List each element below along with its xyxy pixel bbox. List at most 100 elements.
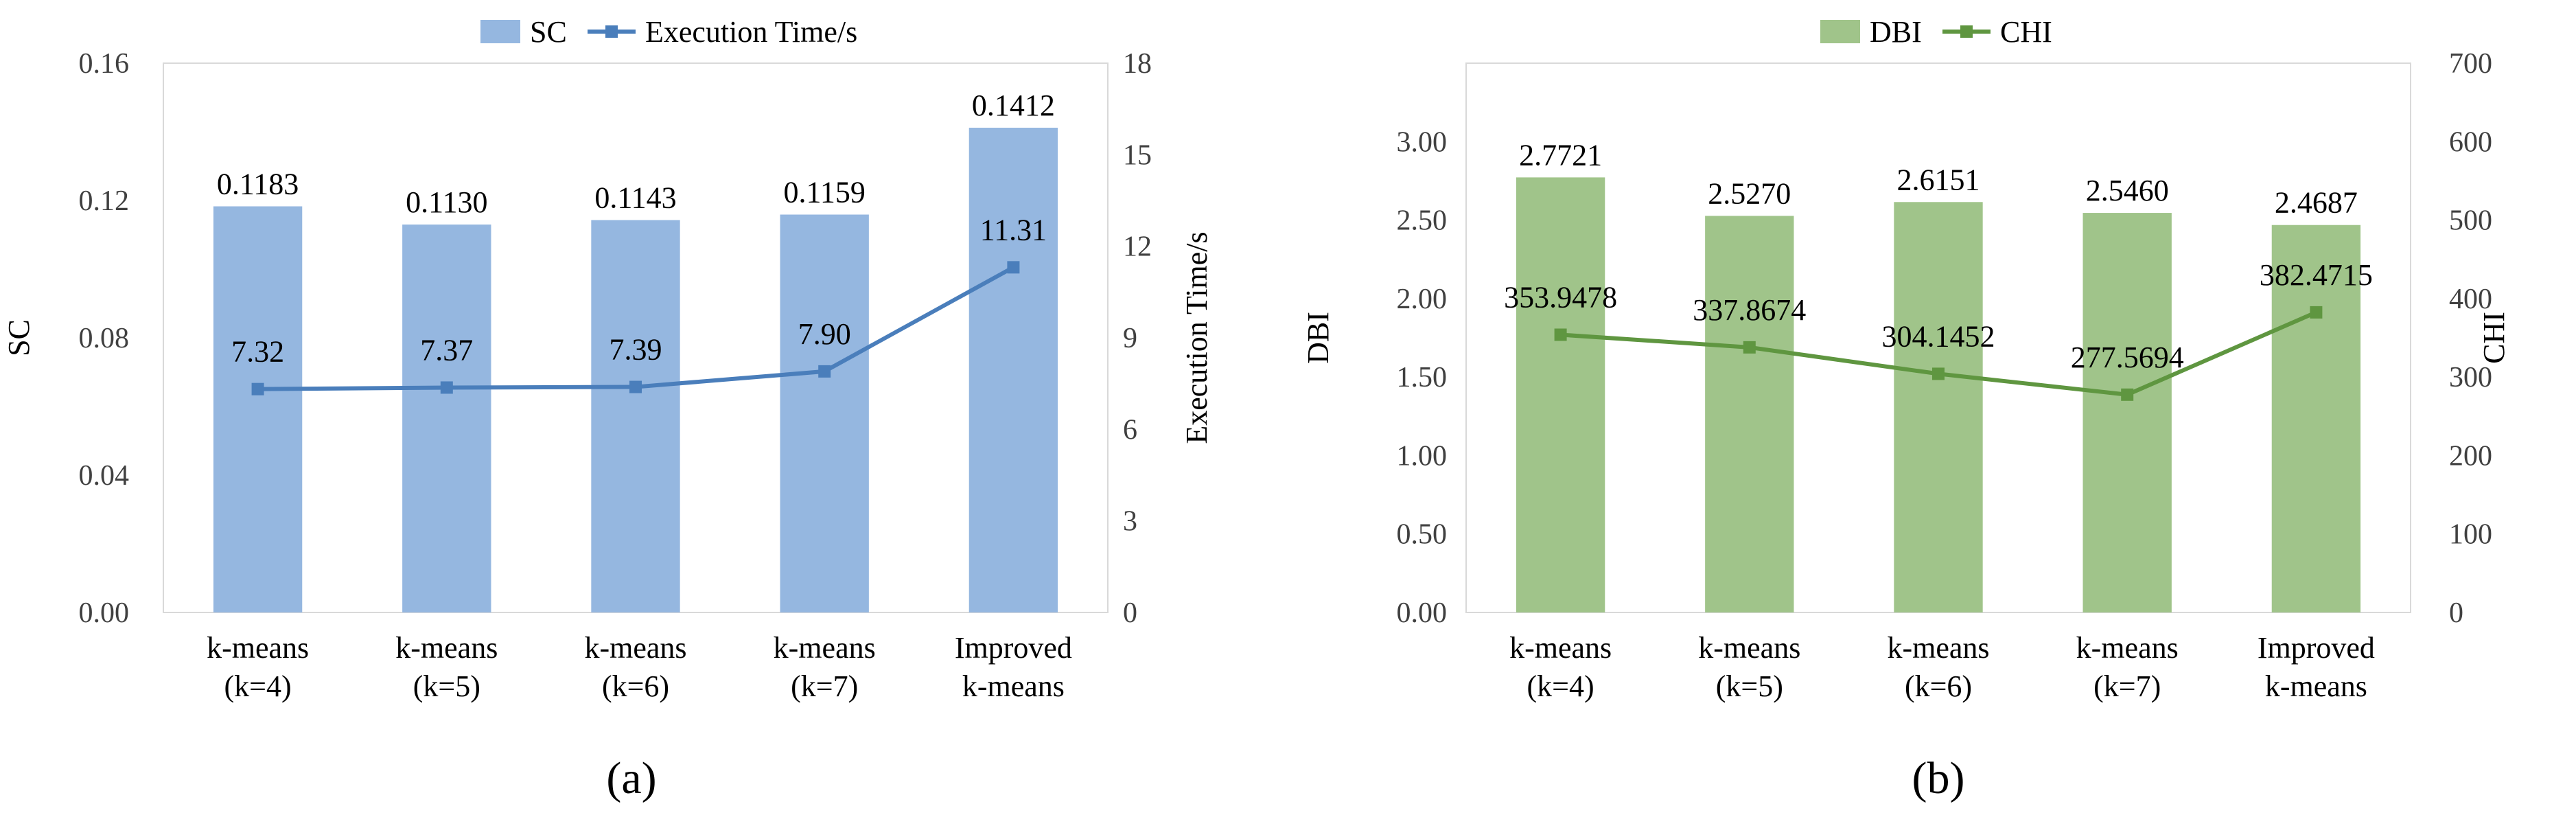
y2-tick-label: 200	[2449, 440, 2492, 472]
legend-bar-label: SC	[530, 15, 567, 49]
bar-sc	[780, 214, 869, 612]
y2-tick-label: 0	[1123, 597, 1137, 629]
x-category-line: (k=6)	[1905, 669, 1972, 703]
line-data-label: 382.4715	[2260, 258, 2373, 292]
x-category-line: k-means	[2265, 669, 2367, 703]
y2-tick-label: 400	[2449, 284, 2492, 315]
line-data-label: 7.39	[610, 333, 662, 367]
legend-line-label: CHI	[2000, 15, 2052, 49]
x-category-line: k-means	[1509, 631, 1612, 665]
chart-panel-b: 0.00 0.50 1.00 1.50 2.00 2.50 3.00 0 100 200 300 40…	[1301, 15, 2511, 803]
line-marker	[440, 381, 453, 394]
y2-tick-label: 3	[1123, 506, 1137, 538]
bar-data-label: 2.6151	[1897, 163, 1980, 196]
x-category-line: k-means	[1887, 631, 1989, 665]
x-category-label: k-means (k=4)	[207, 631, 309, 703]
y-tick-label: 0.04	[79, 460, 130, 492]
bar-data-label: 0.1412	[972, 89, 1055, 122]
line-marker	[2310, 306, 2323, 319]
line-marker	[1554, 328, 1567, 341]
x-category-line: (k=7)	[791, 669, 858, 703]
x-category-line: Improved	[955, 631, 1072, 665]
x-category-line: k-means	[962, 669, 1065, 703]
y2-tick-label: 18	[1123, 48, 1152, 80]
x-category-label: k-means (k=5)	[395, 631, 498, 703]
x-category-line: k-means	[584, 631, 686, 665]
bar-dbi	[2271, 225, 2361, 612]
legend-bar-swatch	[1820, 20, 1860, 43]
x-category-label: k-means (k=4)	[1509, 631, 1612, 703]
y-tick-label: 0.08	[79, 323, 130, 354]
line-data-label: 337.8674	[1693, 293, 1806, 327]
x-category-line: (k=4)	[224, 669, 292, 703]
y-axis-title: SC	[2, 319, 36, 356]
x-category-label: k-means (k=6)	[584, 631, 686, 703]
legend: SC Execution Time/s	[480, 15, 857, 49]
line-data-label: 277.5694	[2071, 341, 2184, 374]
bar-data-label: 0.1143	[594, 181, 676, 215]
y-axis-title: DBI	[1301, 312, 1335, 364]
bar-data-label: 2.7721	[1519, 138, 1602, 172]
legend-line-marker	[605, 25, 618, 38]
x-category-line: (k=7)	[2093, 669, 2161, 703]
y2-axis-title: CHI	[2477, 312, 2511, 364]
bar-sc	[968, 128, 1058, 612]
line-data-label: 11.31	[980, 213, 1047, 246]
bar-data-label: 0.1183	[217, 168, 299, 201]
x-category-label: k-means (k=7)	[774, 631, 876, 703]
x-category-line: k-means	[395, 631, 498, 665]
legend-bar-swatch	[480, 20, 520, 43]
y2-tick-label: 0	[2449, 597, 2463, 629]
y-tick-label: 3.00	[1397, 126, 1448, 158]
line-data-label: 353.9478	[1504, 280, 1617, 314]
chart-panel-a: 0.00 0.04 0.08 0.12 0.16 0 3 6 9 12 15 18 0.1183 0.11…	[2, 15, 1214, 803]
x-category-line: k-means	[774, 631, 876, 665]
bar-dbi	[1705, 216, 1794, 612]
y-tick-label: 0.12	[79, 185, 130, 217]
legend-bar-label: DBI	[1870, 15, 1922, 49]
y2-tick-label: 9	[1123, 323, 1137, 354]
line-marker	[2121, 388, 2134, 401]
x-category-line: k-means	[2076, 631, 2179, 665]
legend-line-marker	[1960, 25, 1973, 38]
line-marker	[818, 365, 831, 378]
line-marker	[251, 382, 264, 395]
bar-dbi	[1516, 177, 1605, 612]
bar-data-label: 0.1130	[406, 185, 487, 219]
y-tick-label: 2.50	[1397, 205, 1448, 237]
y2-tick-label: 500	[2449, 205, 2492, 237]
y-tick-label: 2.00	[1397, 284, 1448, 315]
y-tick-label: 1.50	[1397, 362, 1448, 393]
y2-tick-label: 15	[1123, 139, 1152, 171]
x-category-line: Improved	[2258, 631, 2375, 665]
x-category-line: (k=5)	[1716, 669, 1783, 703]
panel-label: (b)	[1912, 753, 1965, 803]
line-marker	[1932, 367, 1945, 380]
x-category-line: k-means	[1698, 631, 1800, 665]
y2-tick-label: 6	[1123, 414, 1137, 446]
line-marker	[1007, 261, 1020, 274]
y-tick-label: 0.00	[1397, 597, 1448, 629]
y2-tick-label: 300	[2449, 362, 2492, 393]
bar-data-label: 2.5270	[1708, 176, 1791, 210]
y2-tick-label: 100	[2449, 519, 2492, 551]
x-category-label: k-means (k=5)	[1698, 631, 1800, 703]
x-category-line: k-means	[207, 631, 309, 665]
y-tick-label: 0.50	[1397, 519, 1448, 551]
y-tick-label: 1.00	[1397, 440, 1448, 472]
bar-data-label: 2.5460	[2086, 174, 2169, 207]
x-category-line: (k=5)	[413, 669, 480, 703]
x-category-label: k-means (k=6)	[1887, 631, 1989, 703]
x-category-line: (k=4)	[1527, 669, 1594, 703]
legend-line-label: Execution Time/s	[645, 15, 857, 49]
line-marker	[629, 380, 642, 393]
bar-sc	[591, 220, 680, 612]
x-category-label: Improved k-means	[2258, 631, 2375, 703]
legend: DBI CHI	[1820, 15, 2052, 49]
line-data-label: 7.37	[420, 333, 473, 367]
line-marker	[1743, 341, 1756, 354]
x-category-label: k-means (k=7)	[2076, 631, 2179, 703]
line-data-label: 304.1452	[1882, 319, 1995, 353]
panel-label: (a)	[606, 753, 656, 803]
